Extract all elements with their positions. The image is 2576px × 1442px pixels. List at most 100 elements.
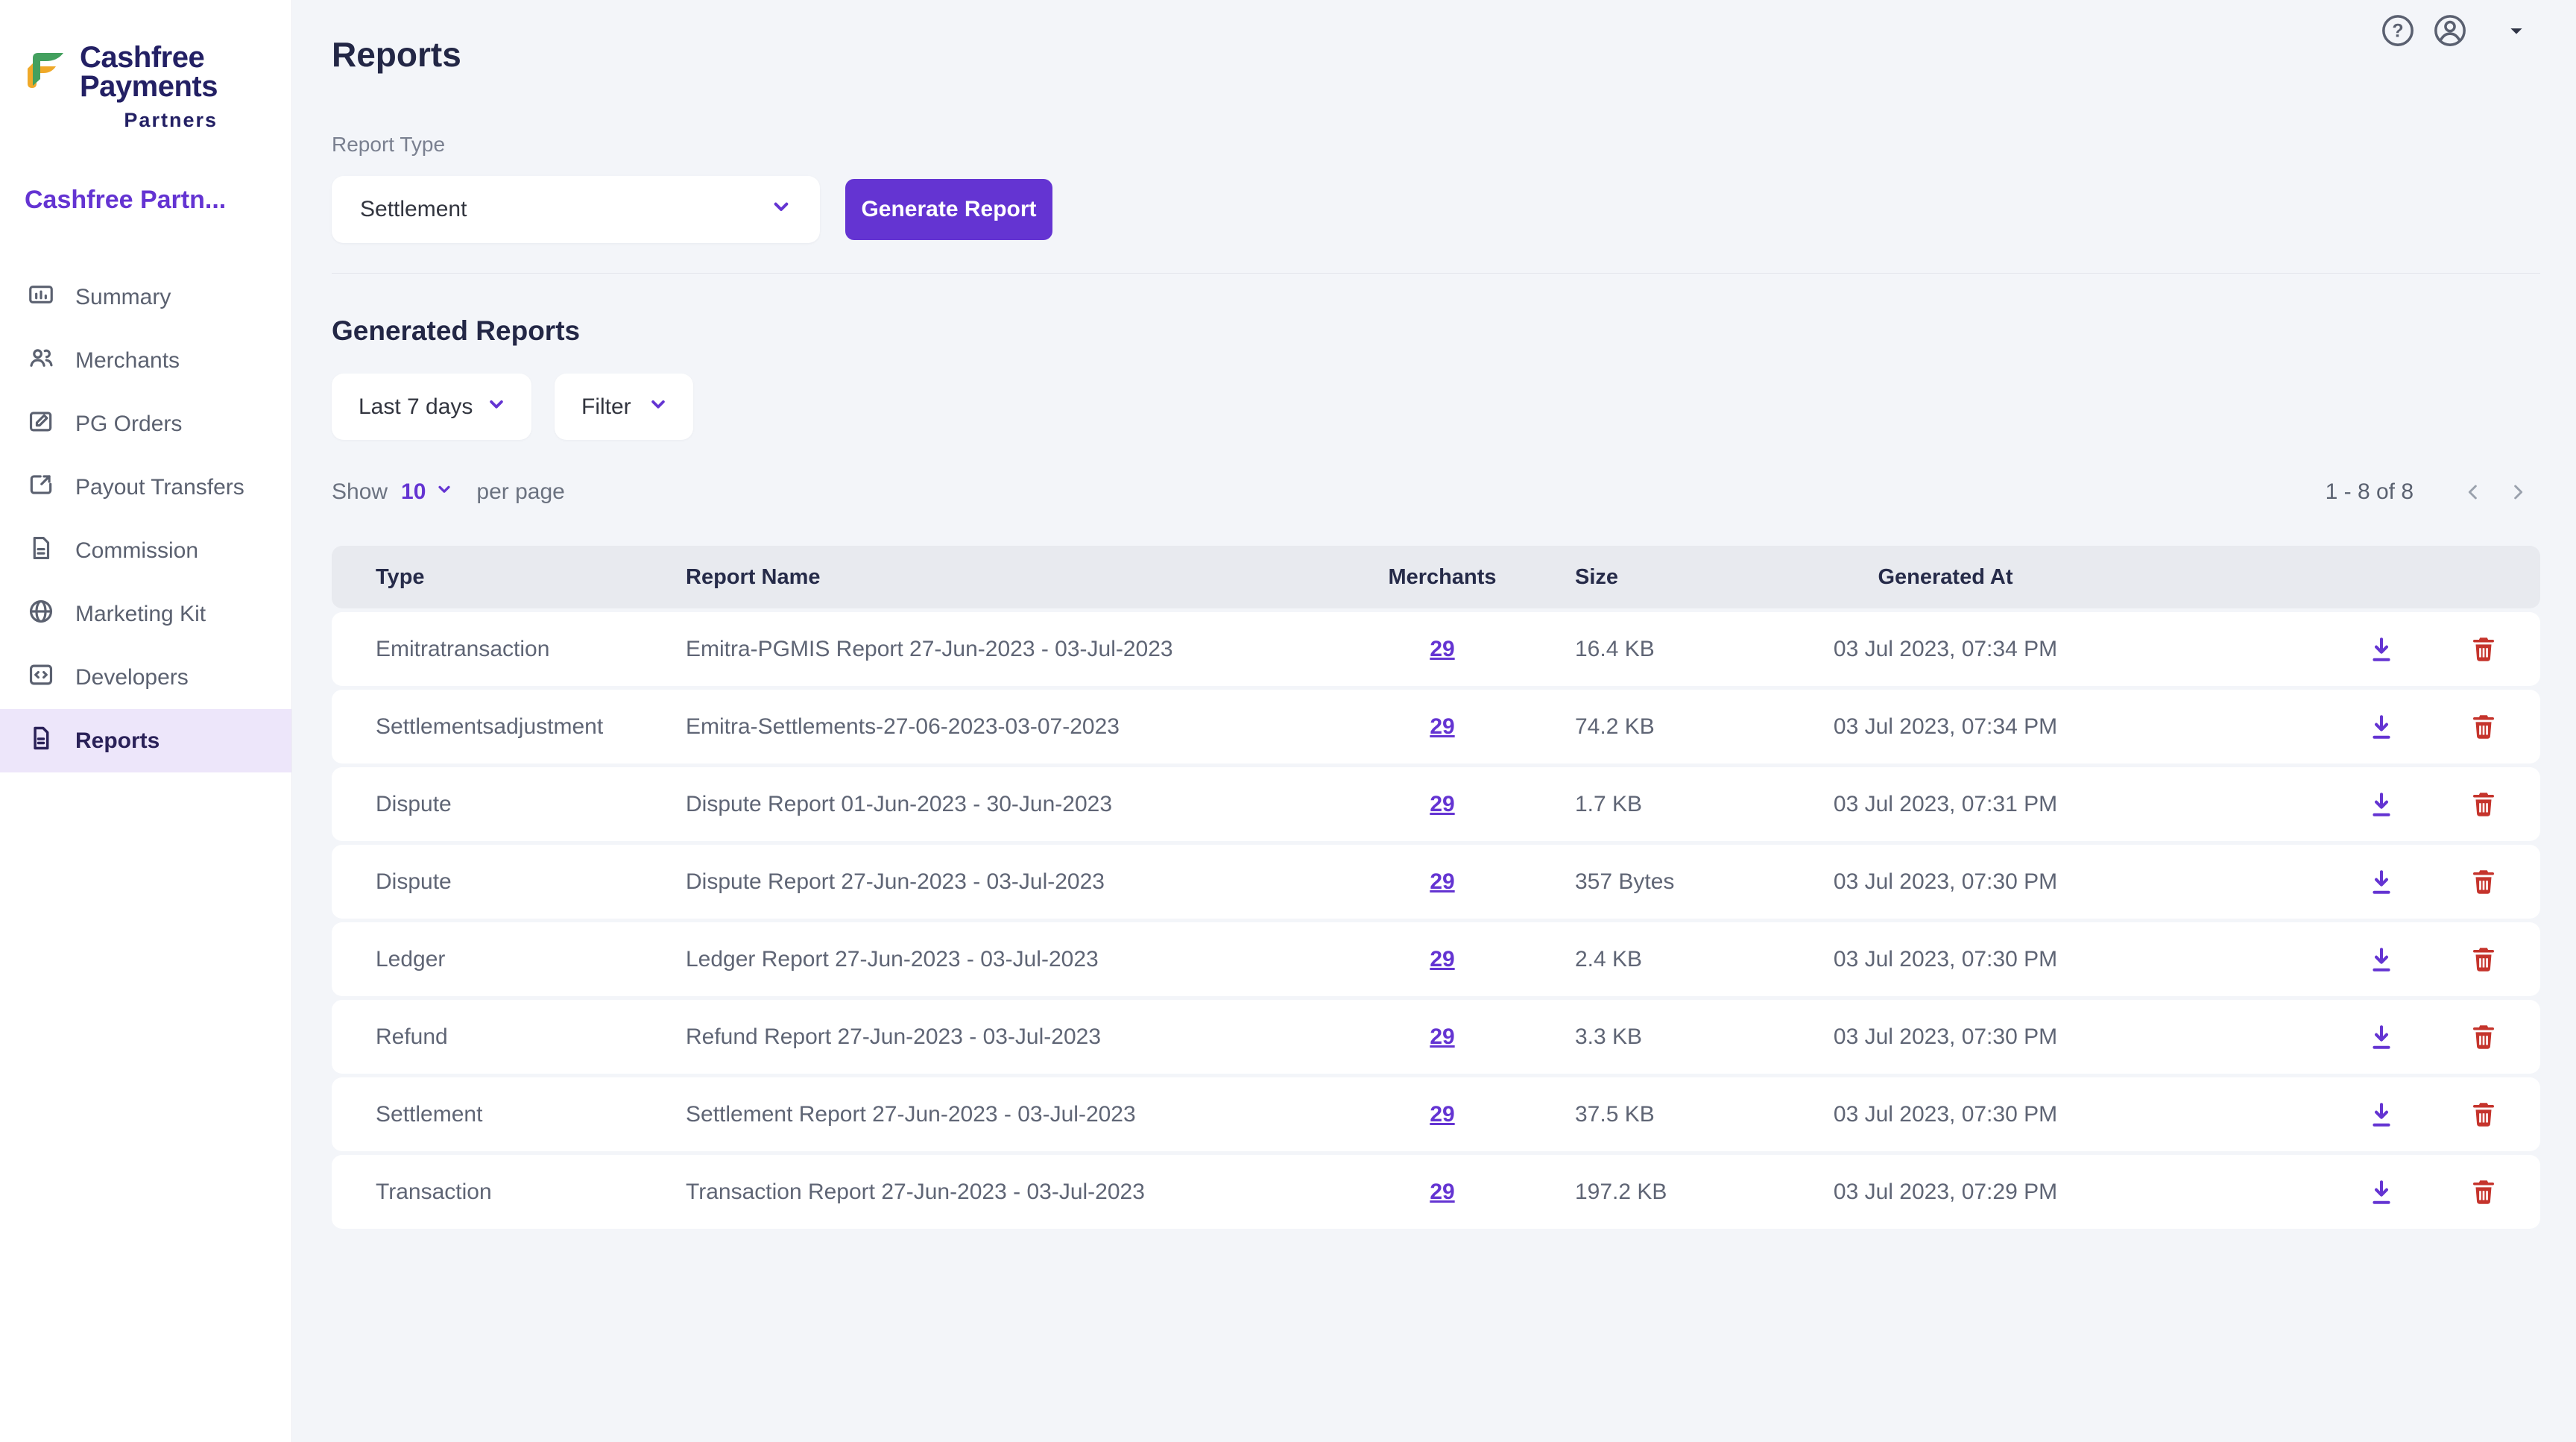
row-type: Settlement xyxy=(376,1101,483,1127)
filter-select[interactable]: Filter xyxy=(555,374,693,440)
date-range-value: Last 7 days xyxy=(359,394,473,419)
chevron-left-icon[interactable] xyxy=(2451,480,2496,504)
table-row: Ledger Ledger Report 27-Jun-2023 - 03-Ju… xyxy=(332,922,2540,996)
row-size: 357 Bytes xyxy=(1575,869,1675,894)
download-icon[interactable] xyxy=(2365,1021,2398,1054)
chevron-down-icon xyxy=(769,195,793,224)
trash-icon[interactable] xyxy=(2468,1099,2499,1130)
download-icon[interactable] xyxy=(2365,1176,2398,1209)
row-type: Ledger xyxy=(376,946,446,972)
chevron-right-icon[interactable] xyxy=(2496,480,2540,504)
merchants-count-link[interactable]: 29 xyxy=(1430,636,1455,661)
table-row: Settlement Settlement Report 27-Jun-2023… xyxy=(332,1077,2540,1151)
row-generated-at: 03 Jul 2023, 07:34 PM xyxy=(1833,714,2058,739)
column-header-generated-at: Generated At xyxy=(1878,564,2013,589)
pagination-row: Show 10 per page 1 - 8 of 8 xyxy=(332,477,2540,507)
row-generated-at: 03 Jul 2023, 07:31 PM xyxy=(1833,791,2058,816)
row-size: 197.2 KB xyxy=(1575,1179,1667,1204)
row-size: 3.3 KB xyxy=(1575,1024,1643,1049)
download-icon[interactable] xyxy=(2365,943,2398,976)
table-row: Dispute Dispute Report 27-Jun-2023 - 03-… xyxy=(332,845,2540,919)
date-range-select[interactable]: Last 7 days xyxy=(332,374,531,440)
row-generated-at: 03 Jul 2023, 07:30 PM xyxy=(1833,1101,2058,1127)
help-icon[interactable]: ? xyxy=(2379,12,2416,49)
download-icon[interactable] xyxy=(2365,711,2398,743)
caret-down-icon[interactable] xyxy=(2506,20,2527,41)
merchants-count-link[interactable]: 29 xyxy=(1430,714,1455,739)
trash-icon[interactable] xyxy=(2468,1177,2499,1208)
generate-report-button[interactable]: Generate Report xyxy=(845,179,1052,240)
sidebar-item-payout-transfers[interactable]: Payout Transfers xyxy=(0,456,291,519)
download-icon[interactable] xyxy=(2365,633,2398,666)
report-type-selected-value: Settlement xyxy=(360,197,467,221)
trash-icon[interactable] xyxy=(2468,1021,2499,1053)
partner-name: Cashfree Partn... xyxy=(25,186,227,215)
merchants-count-link[interactable]: 29 xyxy=(1430,1179,1455,1204)
reports-icon xyxy=(27,724,55,758)
merchants-count-link[interactable]: 29 xyxy=(1430,1101,1455,1127)
payout-transfers-icon xyxy=(27,470,55,505)
summary-icon xyxy=(27,280,55,315)
chevron-down-icon[interactable] xyxy=(435,479,454,505)
pager: 1 - 8 of 8 xyxy=(2326,479,2540,505)
table-row: Refund Refund Report 27-Jun-2023 - 03-Ju… xyxy=(332,1000,2540,1074)
sidebar-item-label: Developers xyxy=(75,664,189,690)
page-size-value[interactable]: 10 xyxy=(401,479,426,504)
show-label: Show xyxy=(332,479,388,504)
sidebar-item-label: Payout Transfers xyxy=(75,474,244,500)
row-report-name: Settlement Report 27-Jun-2023 - 03-Jul-2… xyxy=(686,1101,1136,1127)
column-header-size: Size xyxy=(1575,564,1619,589)
sidebar-item-label: Merchants xyxy=(75,347,180,373)
trash-icon[interactable] xyxy=(2468,711,2499,743)
sidebar-item-pg-orders[interactable]: PG Orders xyxy=(0,392,291,456)
merchants-count-link[interactable]: 29 xyxy=(1430,869,1455,894)
row-size: 16.4 KB xyxy=(1575,636,1655,661)
topbar: ? xyxy=(2379,12,2527,49)
sidebar-nav: Summary Merchants PG Orders xyxy=(0,265,291,773)
column-header-merchants: Merchants xyxy=(1388,564,1497,589)
row-report-name: Emitra-PGMIS Report 27-Jun-2023 - 03-Jul… xyxy=(686,636,1173,661)
sidebar-item-developers[interactable]: Developers xyxy=(0,646,291,709)
trash-icon[interactable] xyxy=(2468,944,2499,975)
row-report-name: Refund Report 27-Jun-2023 - 03-Jul-2023 xyxy=(686,1024,1102,1049)
sidebar-item-summary[interactable]: Summary xyxy=(0,265,291,329)
table-row: Transaction Transaction Report 27-Jun-20… xyxy=(332,1155,2540,1229)
developers-icon xyxy=(27,661,55,695)
sidebar-item-commission[interactable]: Commission xyxy=(0,519,291,582)
account-icon[interactable] xyxy=(2431,12,2469,49)
merchants-icon xyxy=(27,344,55,378)
row-report-name: Ledger Report 27-Jun-2023 - 03-Jul-2023 xyxy=(686,946,1099,972)
row-size: 2.4 KB xyxy=(1575,946,1643,972)
main-content: Reports Report Type Settlement Generate … xyxy=(292,0,2576,1442)
trash-icon[interactable] xyxy=(2468,866,2499,898)
row-size: 37.5 KB xyxy=(1575,1101,1655,1127)
download-icon[interactable] xyxy=(2365,1098,2398,1131)
merchants-count-link[interactable]: 29 xyxy=(1430,946,1455,972)
row-report-name: Dispute Report 01-Jun-2023 - 30-Jun-2023 xyxy=(686,791,1113,816)
row-type: Dispute xyxy=(376,869,452,894)
sidebar: Cashfree Payments Partners Cashfree Part… xyxy=(0,0,292,1442)
table-row: Emitratransaction Emitra-PGMIS Report 27… xyxy=(332,612,2540,686)
row-report-name: Emitra-Settlements-27-06-2023-03-07-2023 xyxy=(686,714,1120,739)
row-report-name: Dispute Report 27-Jun-2023 - 03-Jul-2023 xyxy=(686,869,1105,894)
row-type: Emitratransaction xyxy=(376,636,550,661)
table-row: Settlementsadjustment Emitra-Settlements… xyxy=(332,690,2540,763)
merchants-count-link[interactable]: 29 xyxy=(1430,1024,1455,1049)
merchants-count-link[interactable]: 29 xyxy=(1430,791,1455,816)
sidebar-item-merchants[interactable]: Merchants xyxy=(0,329,291,392)
trash-icon[interactable] xyxy=(2468,634,2499,665)
sidebar-item-reports[interactable]: Reports xyxy=(0,709,291,773)
sidebar-item-marketing-kit[interactable]: Marketing Kit xyxy=(0,582,291,646)
sidebar-item-label: PG Orders xyxy=(75,411,183,436)
logo-text-line1: Cashfree xyxy=(80,41,205,74)
trash-icon[interactable] xyxy=(2468,789,2499,820)
table-row: Dispute Dispute Report 01-Jun-2023 - 30-… xyxy=(332,767,2540,841)
download-icon[interactable] xyxy=(2365,866,2398,898)
row-report-name: Transaction Report 27-Jun-2023 - 03-Jul-… xyxy=(686,1179,1145,1204)
row-generated-at: 03 Jul 2023, 07:30 PM xyxy=(1833,1024,2058,1049)
generated-reports-title: Generated Reports xyxy=(332,315,581,346)
row-size: 74.2 KB xyxy=(1575,714,1655,739)
row-type: Dispute xyxy=(376,791,452,816)
report-type-select[interactable]: Settlement xyxy=(332,176,820,243)
download-icon[interactable] xyxy=(2365,788,2398,821)
